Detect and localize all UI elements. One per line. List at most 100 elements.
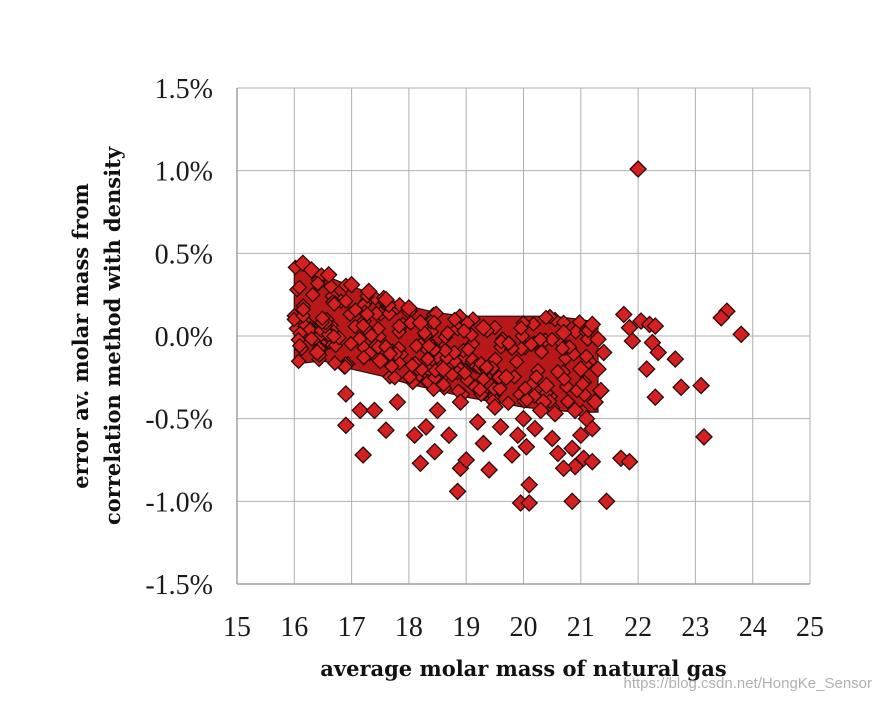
band-marker: [426, 314, 443, 331]
band-marker: [567, 323, 584, 340]
band-marker: [574, 376, 591, 392]
data-point: [508, 426, 527, 445]
band-marker: [446, 311, 463, 328]
data-point: [614, 305, 633, 324]
data-point: [520, 494, 539, 512]
band-marker: [456, 365, 473, 381]
data-point: [629, 160, 648, 178]
x-tick-label: 24: [739, 612, 767, 643]
band-marker: [500, 335, 517, 352]
band-marker: [355, 317, 372, 334]
data-point: [583, 452, 602, 471]
dense-point-cloud: [286, 259, 599, 420]
data-point: [583, 419, 602, 438]
data-point: [566, 401, 585, 420]
data-point: [377, 421, 395, 440]
band-marker: [419, 351, 436, 367]
band-marker: [391, 318, 408, 335]
data-point: [336, 384, 355, 403]
data-point: [563, 492, 582, 511]
band-marker: [359, 306, 376, 323]
band-marker: [517, 380, 534, 397]
band-marker: [518, 391, 535, 408]
band-marker: [554, 340, 571, 357]
band-marker: [543, 331, 560, 348]
data-point: [543, 429, 562, 448]
x-tick-label: 18: [395, 612, 423, 643]
data-point: [546, 404, 564, 423]
data-point: [692, 376, 711, 395]
data-point: [554, 323, 573, 342]
data-point: [571, 360, 590, 379]
band-marker: [532, 331, 549, 348]
band-marker: [326, 355, 343, 372]
band-marker: [337, 293, 354, 310]
data-point: [517, 437, 536, 456]
band-marker: [538, 309, 554, 326]
band-marker: [355, 349, 372, 366]
data-point: [377, 290, 395, 309]
data-point: [597, 492, 616, 511]
band-marker: [291, 279, 308, 296]
data-point: [417, 417, 436, 436]
band-marker: [456, 322, 472, 339]
data-point: [388, 393, 407, 412]
data-point: [491, 417, 510, 436]
x-axis-title: average molar mass of natural gas: [320, 656, 726, 681]
data-point: [336, 416, 355, 435]
data-point: [695, 427, 713, 446]
data-point: [537, 376, 556, 395]
band-marker: [309, 275, 326, 292]
y-tick-label: -1.0%: [145, 487, 213, 518]
data-point: [405, 426, 424, 445]
data-point: [520, 475, 539, 494]
data-point: [351, 401, 370, 420]
band-marker: [295, 301, 312, 318]
band-marker: [382, 345, 399, 362]
band-marker: [314, 310, 331, 327]
band-marker: [425, 381, 442, 398]
band-marker: [383, 358, 400, 375]
data-point: [480, 460, 499, 479]
band-marker: [342, 335, 359, 352]
band-marker: [559, 393, 576, 410]
data-point: [586, 393, 605, 412]
y-tick-label: 1.0%: [155, 157, 213, 188]
data-point: [623, 332, 642, 350]
data-point: [342, 275, 361, 294]
data-point: [497, 368, 516, 387]
data-points: [293, 160, 751, 512]
x-tick-label: 25: [796, 612, 824, 643]
y-tick-label: -0.5%: [145, 405, 213, 436]
data-point: [591, 381, 610, 400]
data-point: [583, 315, 602, 334]
data-point: [554, 459, 573, 478]
band-marker: [401, 369, 418, 386]
y-axis-title-line-1: error av. molar mass from: [68, 183, 93, 488]
x-tick-label: 17: [338, 612, 366, 643]
data-point: [319, 265, 338, 284]
band-marker: [290, 353, 307, 370]
data-point: [712, 308, 731, 327]
data-point: [440, 426, 458, 445]
y-tick-label: 0.5%: [155, 239, 213, 270]
data-point: [531, 401, 550, 420]
band-marker: [460, 341, 477, 358]
band-marker: [304, 286, 321, 303]
y-tick-label: 1.5%: [155, 74, 213, 105]
data-point: [448, 482, 467, 501]
band-marker: [508, 353, 525, 370]
band-marker: [386, 369, 403, 386]
data-point: [411, 313, 430, 332]
band-marker: [408, 338, 425, 354]
band-marker: [381, 305, 398, 322]
data-point: [451, 393, 470, 412]
data-point: [732, 325, 751, 344]
data-point: [428, 401, 447, 420]
data-point: [514, 409, 533, 428]
tick-labels: 1.5% 1.0% 0.5% 0.0% -0.5% -1.0% -1.5% 15 16 17 18 1…: [145, 74, 824, 643]
data-point: [563, 439, 582, 458]
data-point: [503, 446, 521, 464]
data-point: [425, 442, 444, 461]
